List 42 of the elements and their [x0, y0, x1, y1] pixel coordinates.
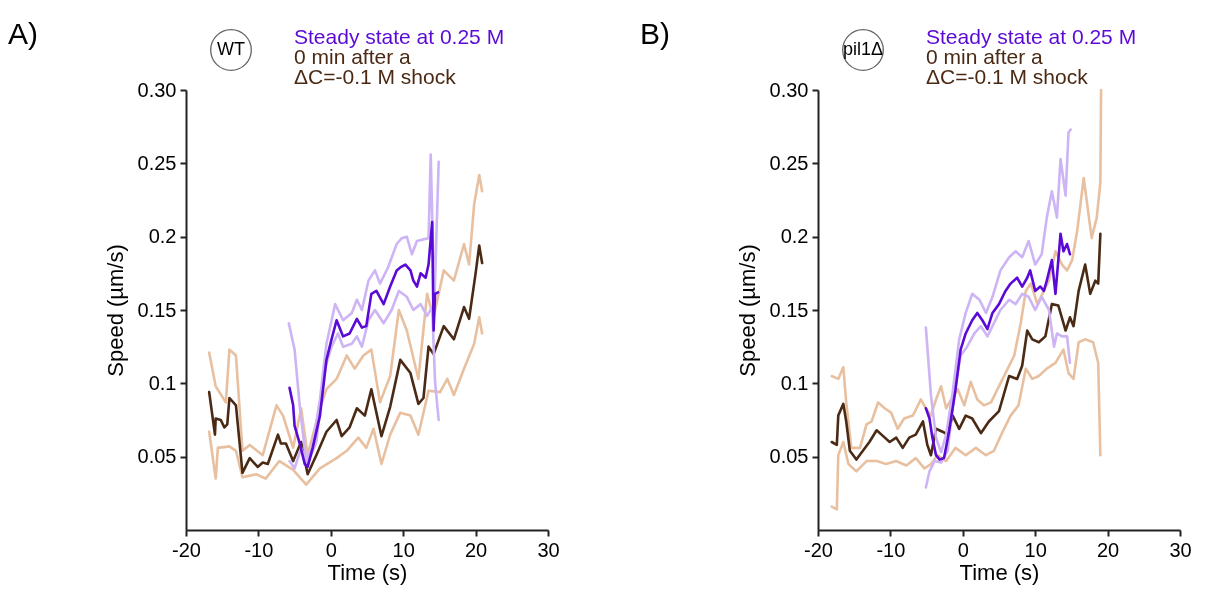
- x-tick-label: 10: [1024, 538, 1047, 561]
- y-tick-label: 0.2: [148, 225, 177, 248]
- text: A): [8, 17, 38, 50]
- text: Steady state at 0.25 M: [294, 25, 505, 48]
- x-tick-label: -20: [804, 538, 833, 561]
- x-tick-label: 0: [957, 538, 969, 561]
- text: Steady state at 0.25 M: [926, 25, 1137, 48]
- x-tick-label: -10: [244, 538, 274, 561]
- x-tick-label: -10: [876, 538, 906, 561]
- y-tick-label: 0.05: [137, 445, 177, 468]
- y-axis-title: Speed (µm/s): [102, 244, 128, 377]
- line-series: [207, 244, 484, 476]
- y-tick-label: 0.30: [769, 78, 809, 101]
- x-tick-label: 10: [392, 538, 415, 561]
- x-tick-label: -20: [172, 538, 201, 561]
- y-tick-label: 0.05: [769, 445, 809, 468]
- y-tick-label: 0.30: [137, 78, 177, 101]
- y-tick-label: 0.25: [769, 151, 809, 174]
- y-tick-label: 0.15: [769, 298, 809, 321]
- y-tick-label: 0.2: [780, 225, 809, 248]
- x-tick-label: 30: [537, 538, 560, 561]
- y-tick-label: 0.15: [137, 298, 177, 321]
- y-axis-title: Speed (µm/s): [734, 244, 760, 377]
- line-series: [830, 88, 1103, 450]
- x-tick-label: 30: [1169, 538, 1192, 561]
- y-tick-label: 0.1: [148, 371, 177, 394]
- line-series: [924, 232, 1072, 461]
- x-tick-label: 20: [464, 538, 488, 561]
- x-tick-label: 20: [1096, 538, 1120, 561]
- x-axis-title: Time (s): [959, 559, 1040, 585]
- text: pil1Δ: [842, 39, 884, 59]
- line-series: [288, 220, 440, 469]
- text: B): [640, 17, 670, 50]
- x-tick-label: 0: [325, 538, 337, 561]
- line-series: [830, 232, 1102, 461]
- line-series: [830, 338, 1102, 511]
- line-series: [207, 173, 484, 457]
- y-tick-label: 0.25: [137, 151, 177, 174]
- text: WT: [217, 39, 245, 59]
- x-axis-title: Time (s): [327, 559, 408, 585]
- line-series: [207, 316, 484, 486]
- y-tick-label: 0.1: [780, 371, 809, 394]
